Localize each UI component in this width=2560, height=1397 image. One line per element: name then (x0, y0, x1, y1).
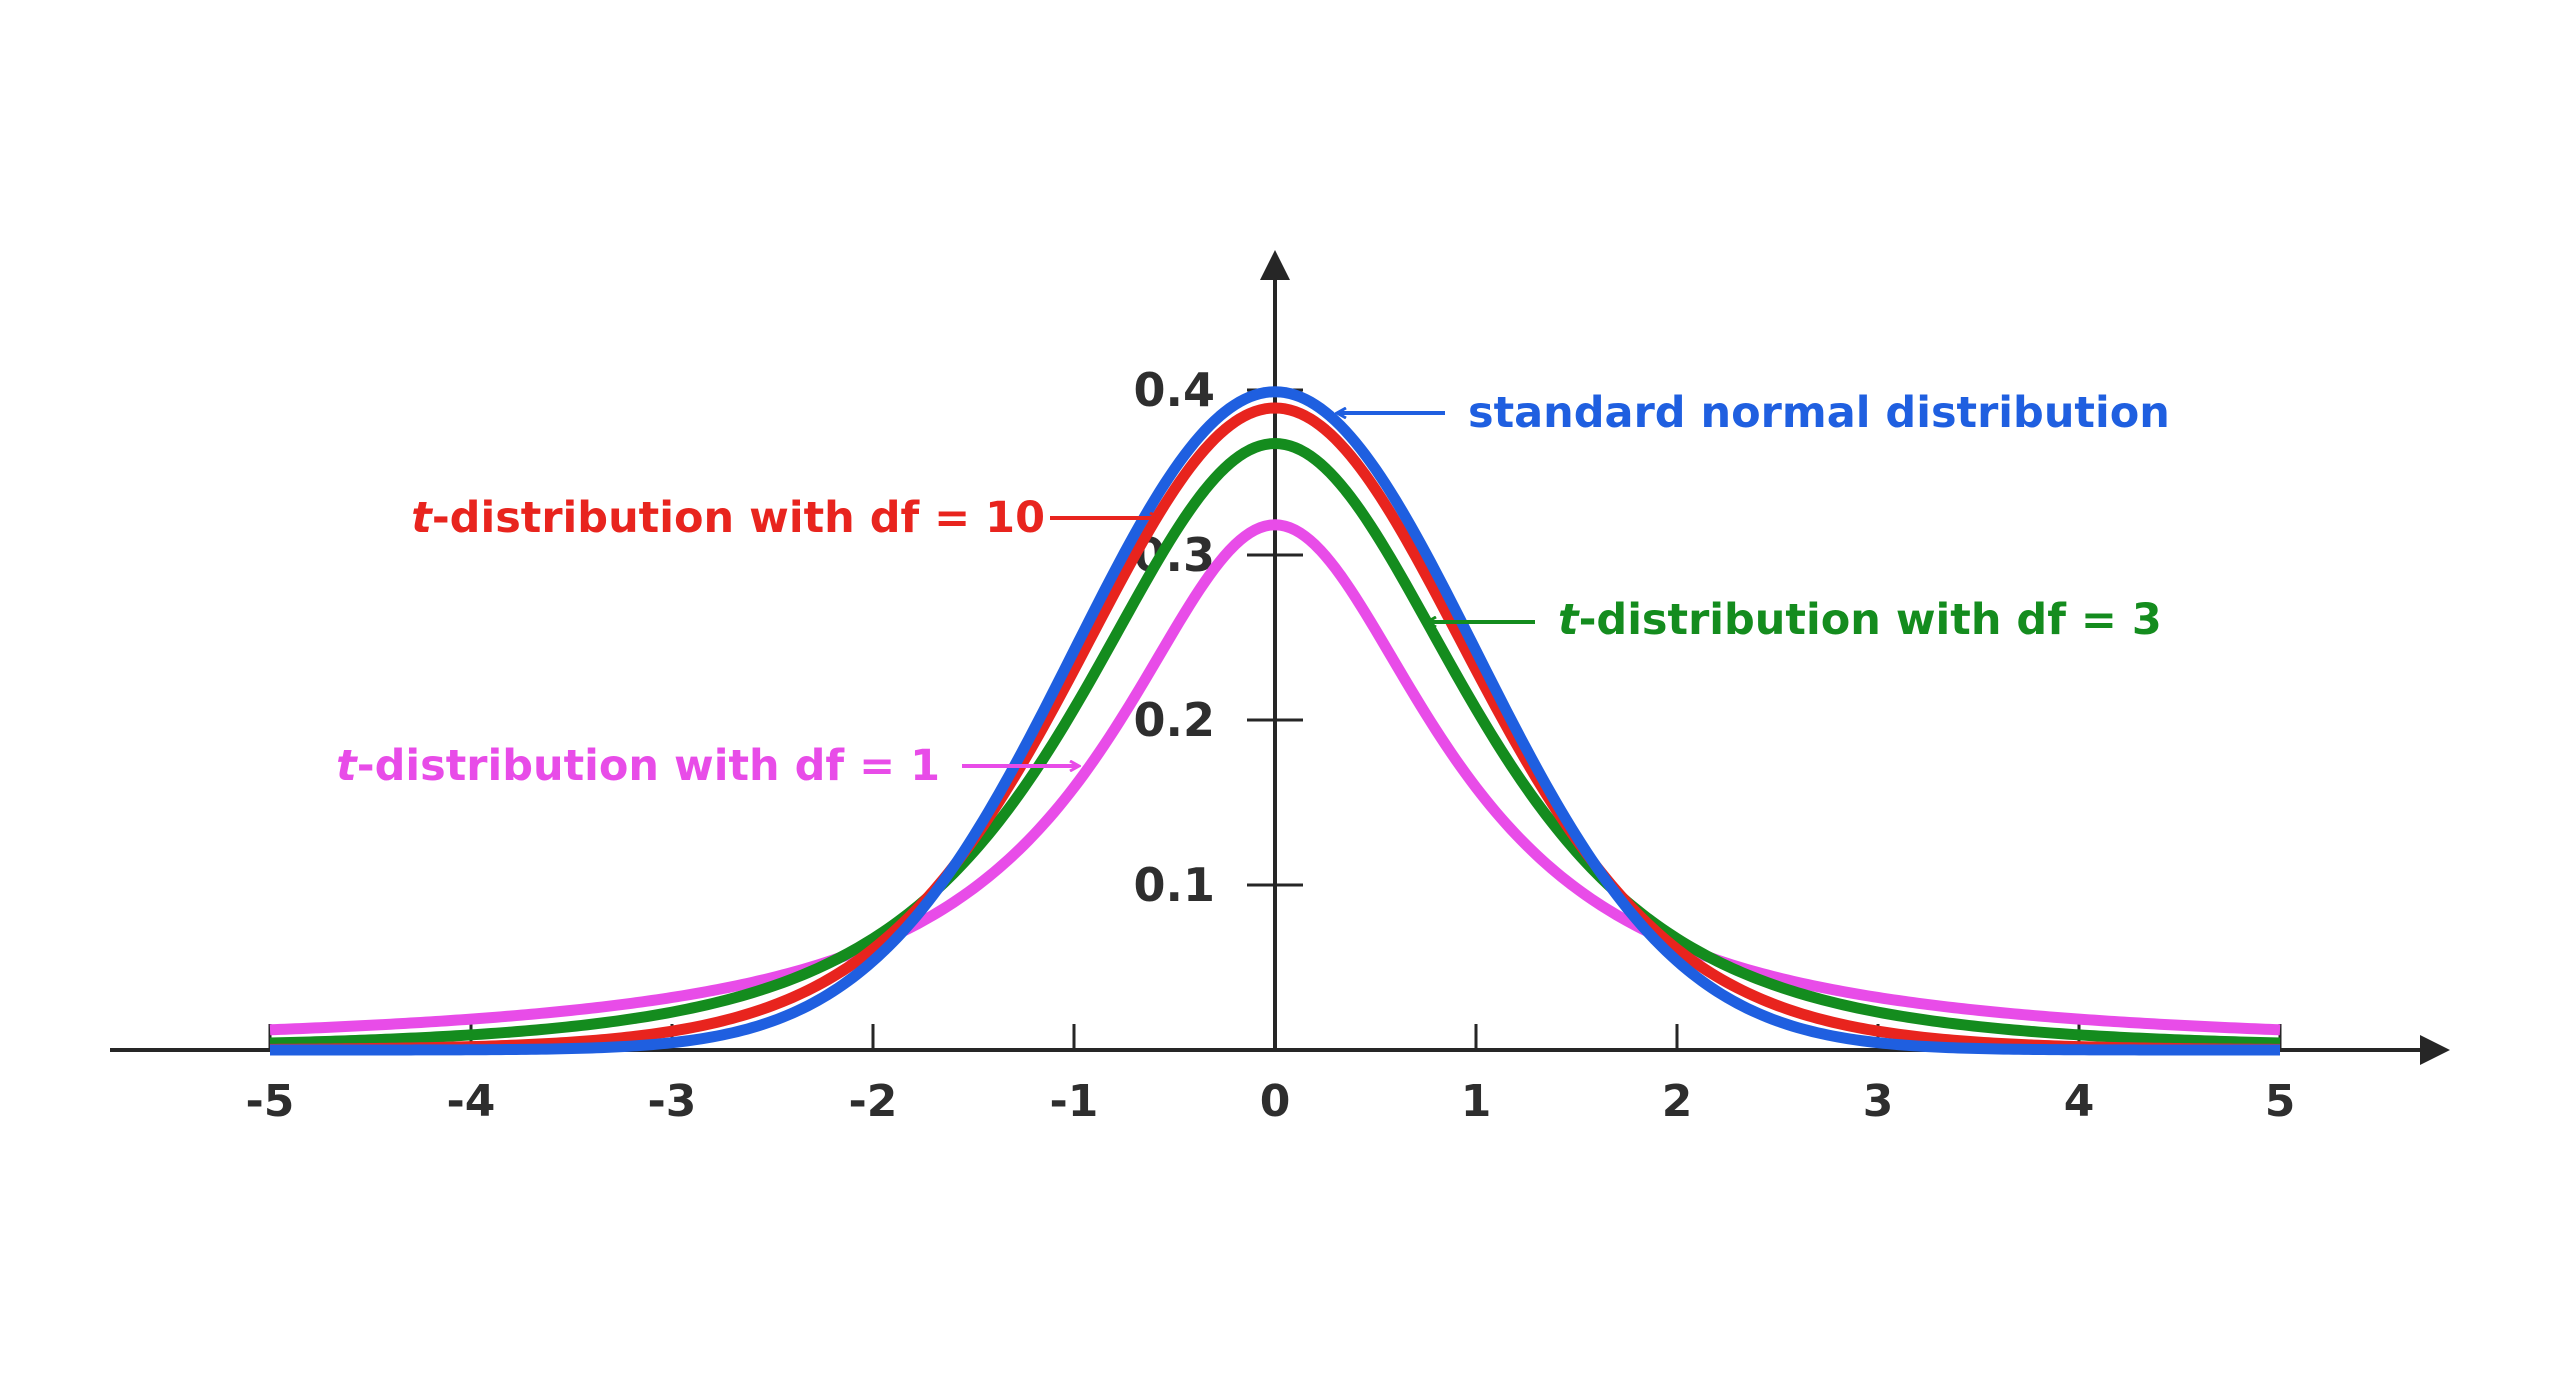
y-tick-label: 0.1 (1134, 858, 1216, 912)
x-tick-label: -5 (246, 1076, 295, 1127)
y-axis-arrow (1260, 250, 1290, 280)
x-tick-label: 4 (2064, 1076, 2095, 1127)
axes (110, 250, 2450, 1065)
curves (269, 386, 2281, 1056)
x-tick-label: 2 (1662, 1076, 1693, 1127)
x-ticks: -5 -4 -3 -2 -1 0 1 2 3 4 5 (246, 1024, 2296, 1127)
x-tick-label: -2 (849, 1076, 898, 1127)
y-tick-label: 0.2 (1134, 693, 1216, 747)
curve-df1 (269, 519, 2281, 1036)
x-tick-label: 0 (1260, 1076, 1291, 1127)
x-tick-label: -1 (1050, 1076, 1099, 1127)
x-tick-label: -4 (447, 1076, 496, 1127)
x-tick-label: -3 (648, 1076, 697, 1127)
curve-df3 (269, 438, 2281, 1049)
x-axis-arrow (2420, 1035, 2450, 1065)
y-tick-label: 0.4 (1134, 363, 1216, 417)
series-annotations: standard normal distribution t-distribut… (336, 388, 2170, 791)
x-tick-label: 3 (1863, 1076, 1894, 1127)
curve-df10 (269, 402, 2281, 1055)
x-tick-label: 5 (2265, 1076, 2296, 1127)
curve-normal (269, 386, 2281, 1056)
legend-label-df3: t-distribution with df = 3 (1558, 595, 2162, 645)
legend-label-normal: standard normal distribution (1468, 388, 2170, 438)
legend-label-df10: t-distribution with df = 10 (411, 493, 1045, 543)
x-tick-label: 1 (1461, 1076, 1492, 1127)
legend-label-df1: t-distribution with df = 1 (336, 741, 940, 791)
